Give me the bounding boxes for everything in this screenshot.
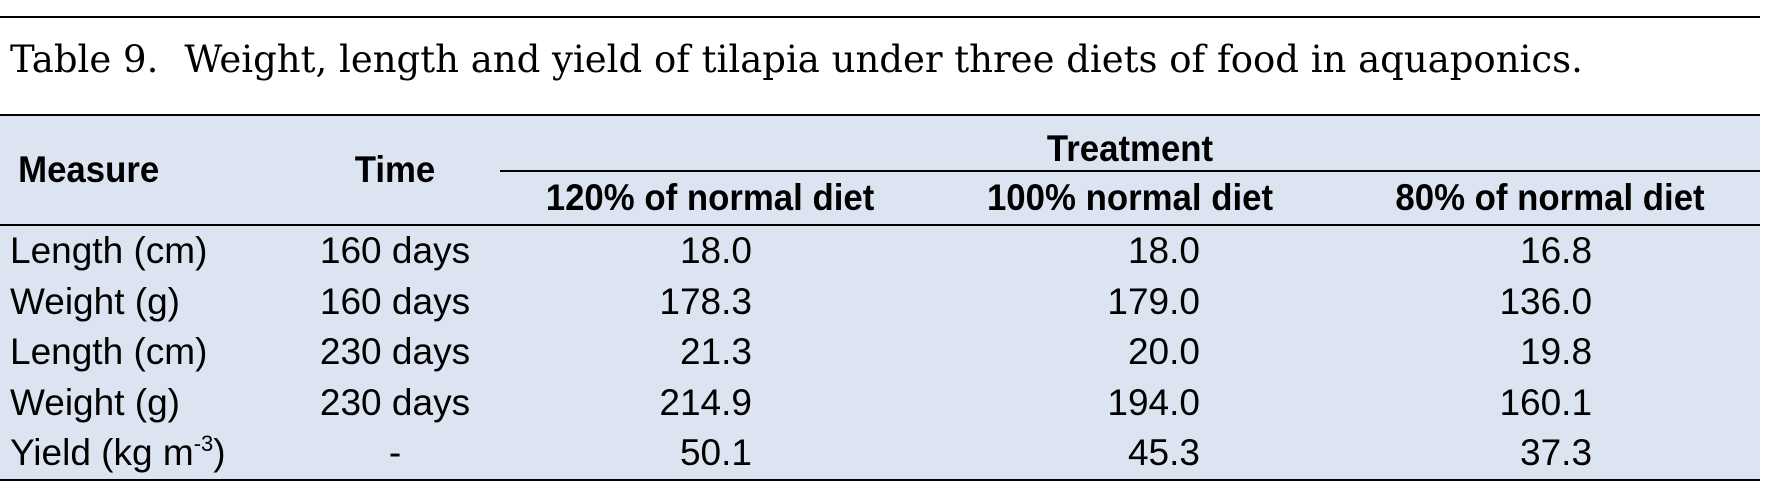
cell-value: 19.8: [1520, 331, 1593, 373]
table-row: Length (cm) 160 days 18.0 18.0 16.8: [0, 225, 1760, 277]
cell-time: -: [388, 432, 402, 474]
cell-measure: Weight (g): [10, 280, 180, 322]
cell-measure-tail: ): [213, 432, 226, 474]
cell-measure: Weight (g): [10, 381, 180, 423]
cell-value: 214.9: [659, 381, 752, 423]
cell-value: 179.0: [1107, 280, 1200, 322]
cell-value: 160.1: [1499, 381, 1593, 423]
cell-value: 194.0: [1107, 381, 1200, 423]
cell-value: 21.3: [679, 331, 752, 373]
cell-value: 20.0: [1127, 331, 1200, 373]
cell-value: 37.3: [1520, 432, 1593, 474]
cell-time: 230 days: [319, 381, 471, 423]
cell-measure-text: Yield (kg m: [10, 432, 194, 474]
header-time: Time: [296, 115, 494, 226]
table-caption: Table 9. Weight, length and yield of tila…: [10, 38, 1583, 81]
data-table: Measure Time Treatment 120% of normal di…: [0, 114, 1761, 481]
cell-value: 18.0: [679, 230, 752, 272]
cell-time: 230 days: [319, 331, 471, 373]
cell-measure: Yield (kg m-3): [0, 428, 290, 480]
table-row: Weight (g) 230 days 214.9 194.0 160.1: [0, 378, 1760, 429]
caption-text: Weight, length and yield of tilapia unde…: [184, 38, 1583, 81]
header-measure: Measure: [8, 115, 282, 226]
cell-measure-superscript: -3: [193, 431, 214, 457]
header-col-100: 100% normal diet: [932, 171, 1328, 226]
cell-time: 160 days: [319, 230, 471, 272]
table-row: Length (cm) 230 days 21.3 20.0 19.8: [0, 327, 1760, 378]
cell-value: 50.1: [679, 432, 752, 474]
cell-value: 178.3: [659, 280, 752, 322]
header-treatment: Treatment: [537, 115, 1723, 172]
top-rule: [0, 16, 1760, 18]
header-col-80: 80% of normal diet: [1352, 171, 1748, 226]
header-col-120: 120% of normal diet: [512, 171, 908, 226]
cell-measure: Length (cm): [10, 331, 208, 373]
cell-time: 160 days: [319, 280, 471, 322]
cell-value: 16.8: [1520, 230, 1593, 272]
table-row: Weight (g) 160 days 178.3 179.0 136.0: [0, 277, 1760, 328]
cell-measure: Length (cm): [10, 230, 208, 272]
cell-value: 136.0: [1499, 280, 1593, 322]
caption-label: Table 9.: [10, 38, 159, 81]
cell-value: 45.3: [1127, 432, 1200, 474]
cell-value: 18.0: [1127, 230, 1200, 272]
table-row: Yield (kg m-3) - 50.1 45.3 37.3: [0, 428, 1760, 480]
